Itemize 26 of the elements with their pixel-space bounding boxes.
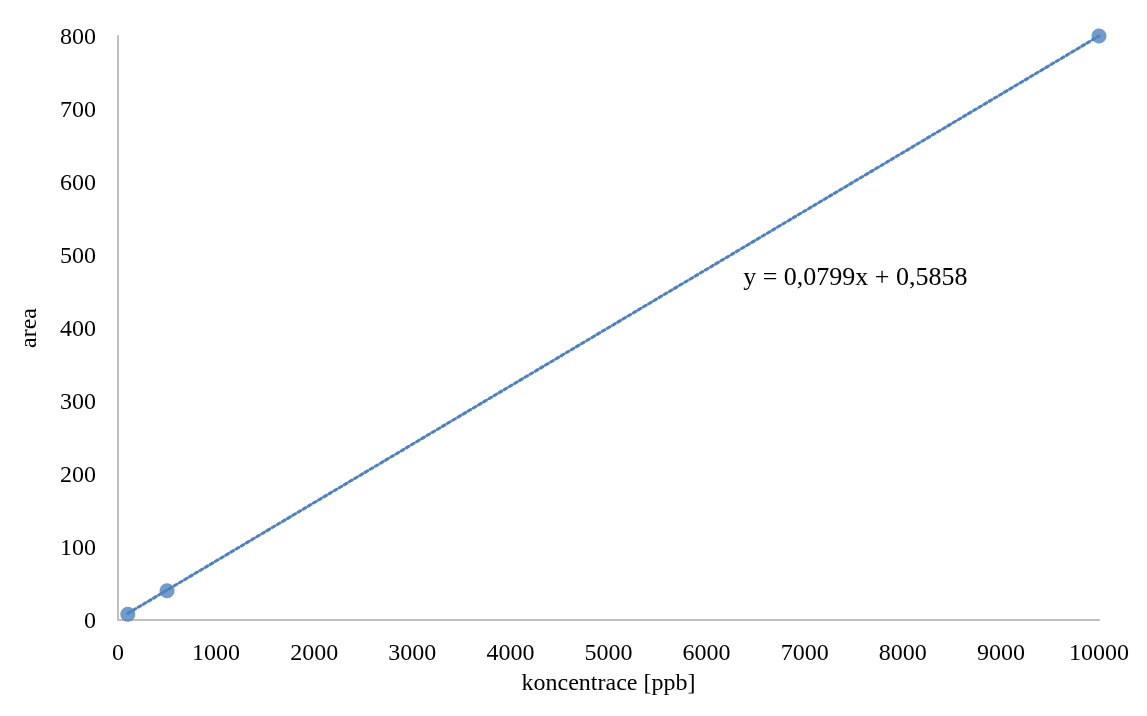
- x-tick-label: 9000: [976, 639, 1025, 665]
- x-tick-label: 2000: [290, 639, 339, 665]
- x-tick-label: 6000: [682, 639, 731, 665]
- x-tick-label: 4000: [486, 639, 535, 665]
- y-tick-label: 200: [60, 461, 96, 487]
- x-tick-label: 3000: [388, 639, 437, 665]
- point: [159, 583, 175, 599]
- y-tick-label: 300: [60, 388, 96, 414]
- x-tick-label: 1000: [192, 639, 241, 665]
- y-tick-label: 600: [60, 169, 96, 195]
- point: [1091, 28, 1107, 44]
- y-tick-label: 100: [60, 534, 96, 560]
- y-axis-title: area: [15, 307, 41, 348]
- annotation: y = 0,0799x + 0,5858: [743, 261, 968, 291]
- y-tick-label: 400: [60, 315, 96, 341]
- y-tick-label: 500: [60, 242, 96, 268]
- x-tick-label: 5000: [584, 639, 633, 665]
- x-tick-label: 8000: [878, 639, 927, 665]
- x-tick-label: 7000: [780, 639, 829, 665]
- point: [120, 606, 136, 622]
- x-tick-label: 10000: [1069, 639, 1129, 665]
- y-tick-label: 800: [60, 23, 96, 49]
- y-tick-label: 0: [84, 607, 96, 633]
- y-tick-label: 700: [60, 96, 96, 122]
- x-axis-title: koncentrace [ppb]: [521, 669, 696, 695]
- x-tick-label: 0: [112, 639, 124, 665]
